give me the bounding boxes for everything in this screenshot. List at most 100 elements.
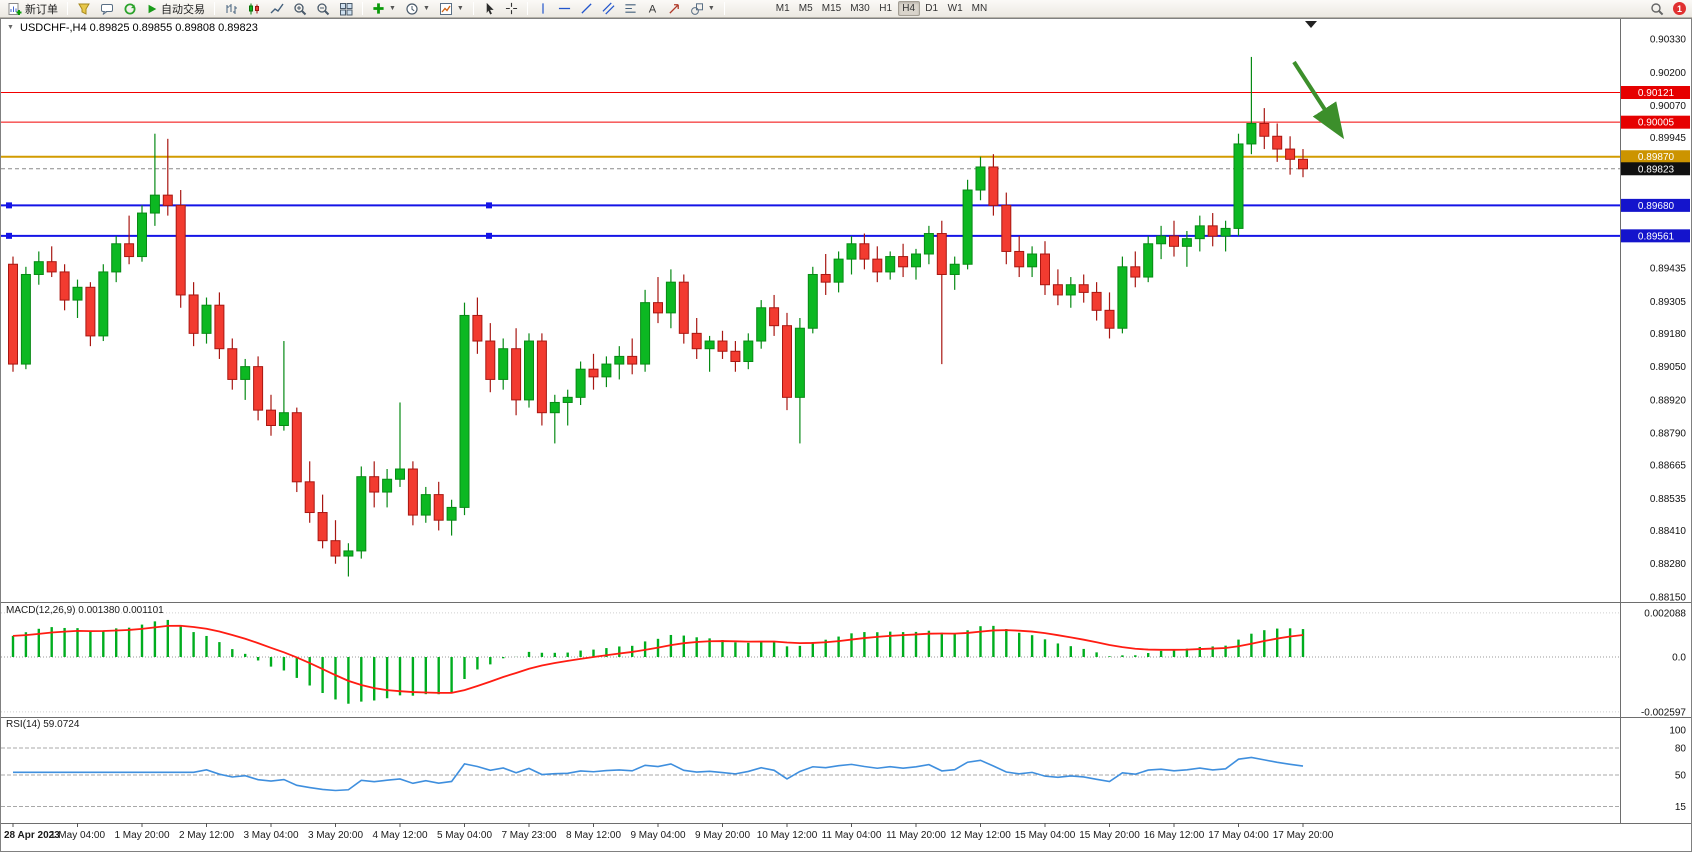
candle-body	[769, 307, 780, 327]
new-order-button[interactable]: 新订单	[4, 1, 62, 17]
text-tool-button[interactable]: A	[642, 1, 663, 17]
candle-body	[949, 263, 960, 275]
candle-body	[640, 302, 651, 365]
channel-tool-button[interactable]	[598, 1, 619, 17]
zoom-out-icon	[317, 2, 330, 15]
chart-canvas[interactable]: 0.90330 0.90200 0.90070 0.89945 0.89435 0.893…	[0, 18, 1692, 852]
candle-body	[124, 243, 135, 258]
line-drag-handle[interactable]	[486, 202, 492, 209]
candle-body	[898, 256, 909, 268]
candle-body	[291, 412, 302, 483]
candle-body	[717, 340, 728, 352]
timeframe-button-w1[interactable]: W1	[944, 1, 967, 16]
chevron-down-icon: ▼	[456, 5, 464, 12]
shapes-tool-button[interactable]: ▼	[686, 1, 719, 17]
candle-body	[1233, 143, 1244, 229]
notification-badge[interactable]: 1	[1673, 2, 1686, 15]
timeframe-button-m15[interactable]: M15	[818, 1, 845, 16]
time-axis-label: 1 May 04:00	[50, 830, 105, 841]
periods-button[interactable]: ▼	[401, 1, 434, 17]
line-chart-icon	[270, 3, 284, 13]
text-a-icon: A	[649, 4, 657, 15]
time-axis-label: 9 May 20:00	[695, 830, 750, 841]
candle-body	[1194, 225, 1205, 240]
time-axis-label: 8 May 12:00	[566, 830, 621, 841]
candle-body	[137, 212, 147, 258]
toolbar-separator	[526, 2, 528, 15]
trendline-tool-button[interactable]	[576, 1, 597, 17]
candle-body	[653, 302, 663, 314]
indicators-button[interactable]: ▼	[368, 1, 400, 17]
fibonacci-tool-button[interactable]	[620, 1, 641, 17]
candle-body	[420, 494, 431, 516]
candle-body	[1130, 266, 1141, 278]
zoom-in-button[interactable]	[289, 1, 311, 17]
line-drag-handle[interactable]	[486, 232, 492, 239]
cursor-tool-button[interactable]	[479, 1, 500, 17]
templates-button[interactable]: ▼	[435, 1, 468, 17]
filter-button[interactable]	[73, 1, 95, 17]
candle-body	[536, 340, 547, 414]
candle-body	[85, 286, 96, 337]
timeframe-button-mn[interactable]: MN	[968, 1, 992, 16]
crosshair-tool-button[interactable]	[501, 1, 522, 17]
candle-body	[807, 273, 818, 329]
line-drag-handle[interactable]	[6, 232, 12, 239]
candle-body	[678, 281, 689, 334]
timeframe-button-h4[interactable]: H4	[897, 1, 920, 16]
chat-button[interactable]	[96, 1, 118, 17]
tile-windows-button[interactable]	[335, 1, 357, 17]
autotrading-button[interactable]: 自动交易	[142, 1, 209, 17]
candlestick-chart-button[interactable]	[243, 1, 265, 17]
candle-body	[407, 468, 418, 516]
timeframe-button-m5[interactable]: M5	[795, 1, 817, 16]
candle-body	[794, 327, 805, 398]
candle-body	[498, 348, 509, 380]
candle-body	[885, 256, 896, 273]
time-axis-label: 15 May 20:00	[1079, 830, 1140, 841]
candle-body	[46, 261, 57, 273]
candle-body	[588, 368, 599, 378]
candle-body	[1091, 291, 1102, 311]
zoom-out-button[interactable]	[312, 1, 334, 17]
line-chart-button[interactable]	[266, 1, 288, 17]
chevron-down-icon: ▼	[389, 5, 396, 12]
timeframe-button-m30[interactable]: M30	[846, 1, 873, 16]
candle-body	[846, 243, 857, 260]
chart-background	[0, 18, 1692, 852]
candle-body	[1207, 225, 1218, 237]
timeframe-button-h1[interactable]: H1	[875, 1, 897, 16]
candle-body	[162, 194, 173, 206]
timeframe-button-m1[interactable]: M1	[772, 1, 794, 16]
horizontal-line-tool-button[interactable]	[554, 1, 575, 17]
community-button[interactable]	[119, 1, 141, 17]
price-axis-label: 0.90200	[1650, 68, 1687, 79]
candle-body	[923, 233, 934, 255]
price-axis-label: 0.89050	[1650, 362, 1687, 373]
chart-shift-marker[interactable]	[1305, 21, 1317, 28]
candle-body	[1014, 250, 1025, 268]
candle-body	[1117, 266, 1128, 329]
price-badge	[1621, 229, 1690, 243]
candle-body	[330, 540, 341, 557]
annotation-arrow[interactable]	[1292, 60, 1345, 140]
vertical-line-tool-button[interactable]	[533, 1, 553, 17]
candle-body	[1272, 135, 1283, 150]
candle-body	[730, 350, 741, 363]
search-button[interactable]	[1646, 1, 1668, 17]
price-badge-value: 0.89870	[1638, 152, 1675, 163]
timeframe-button-d1[interactable]: D1	[921, 1, 943, 16]
one-click-trading-toggle[interactable]: ▼	[7, 24, 14, 31]
time-axis-label: 11 May 04:00	[822, 830, 882, 841]
rsi-axis-label: 15	[1675, 802, 1687, 813]
line-drag-handle[interactable]	[6, 202, 12, 209]
time-axis-label: 3 May 04:00	[243, 830, 298, 841]
toolbar-separator	[723, 2, 725, 15]
toolbar: 新订单 自动交易 ▼ ▼ ▼	[0, 0, 1692, 18]
time-axis-label: 15 May 04:00	[1015, 830, 1076, 841]
toolbar-separator	[472, 2, 474, 15]
candle-body	[1259, 122, 1270, 137]
bar-chart-button[interactable]	[220, 1, 242, 17]
arrows-tool-button[interactable]	[664, 1, 685, 17]
candle-body	[472, 314, 483, 342]
